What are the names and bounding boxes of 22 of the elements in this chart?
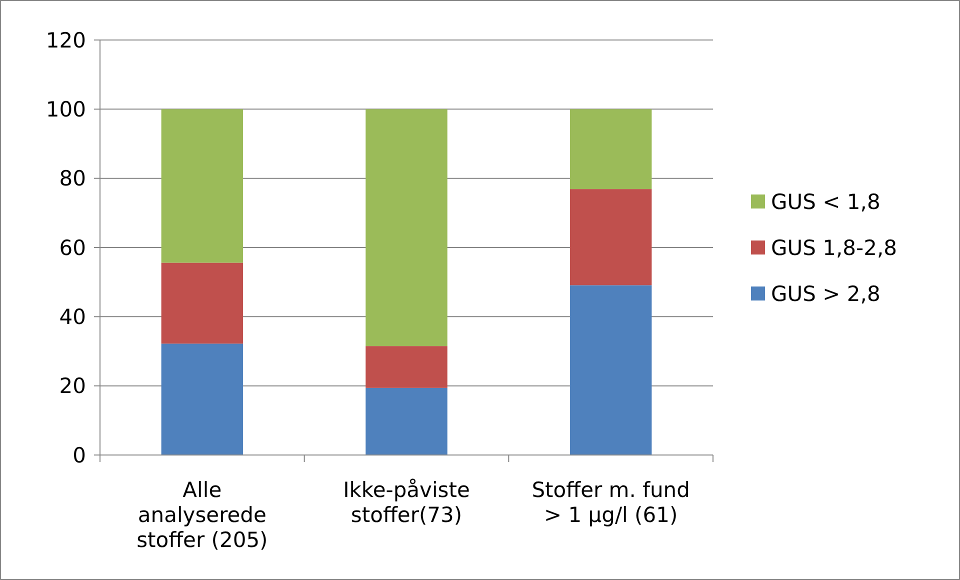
bar: [366, 388, 448, 455]
bar: [366, 109, 448, 346]
bar: [570, 109, 652, 190]
y-tick-label: 60: [59, 236, 86, 260]
x-tick-label: Stoffer m. fund > 1 µg/l (61): [532, 478, 690, 527]
y-tick-label: 80: [59, 166, 86, 191]
bar: [366, 346, 448, 388]
legend-label: GUS 1,8-2,8: [771, 236, 898, 260]
y-tick-label: 120: [46, 28, 86, 52]
x-tick-label: Alle analyserede stoffer (205): [136, 478, 268, 552]
bar: [161, 344, 244, 455]
y-tick-label: 20: [59, 374, 86, 398]
y-tick-label: 100: [46, 98, 86, 122]
y-tick-label: 40: [59, 305, 86, 330]
bar: [570, 285, 652, 455]
legend-label: GUS > 2,8: [771, 282, 880, 306]
bar: [161, 109, 244, 263]
bar: [161, 262, 244, 344]
legend-label: GUS < 1,8: [771, 190, 880, 214]
y-tick-label: 0: [72, 443, 86, 468]
bar: [570, 189, 652, 286]
x-tick-label: Ikke-påviste stoffer(73): [343, 478, 470, 527]
